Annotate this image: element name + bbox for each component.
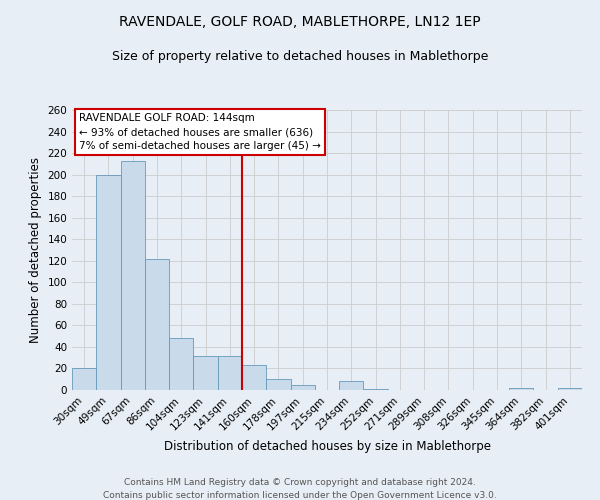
Bar [509, 388, 533, 390]
Bar [218, 356, 242, 390]
Bar [364, 389, 388, 390]
Bar [339, 382, 364, 390]
Text: Size of property relative to detached houses in Mablethorpe: Size of property relative to detached ho… [112, 50, 488, 63]
Text: RAVENDALE GOLF ROAD: 144sqm
← 93% of detached houses are smaller (636)
7% of sem: RAVENDALE GOLF ROAD: 144sqm ← 93% of det… [79, 113, 321, 151]
X-axis label: Distribution of detached houses by size in Mablethorpe: Distribution of detached houses by size … [163, 440, 491, 453]
Bar [558, 388, 582, 390]
Bar [169, 338, 193, 390]
Bar [290, 384, 315, 390]
Y-axis label: Number of detached properties: Number of detached properties [29, 157, 42, 343]
Bar [96, 174, 121, 390]
Bar [266, 379, 290, 390]
Text: RAVENDALE, GOLF ROAD, MABLETHORPE, LN12 1EP: RAVENDALE, GOLF ROAD, MABLETHORPE, LN12 … [119, 15, 481, 29]
Bar [145, 258, 169, 390]
Bar [72, 368, 96, 390]
Bar [121, 160, 145, 390]
Bar [193, 356, 218, 390]
Text: Contains HM Land Registry data © Crown copyright and database right 2024.
Contai: Contains HM Land Registry data © Crown c… [103, 478, 497, 500]
Bar [242, 365, 266, 390]
